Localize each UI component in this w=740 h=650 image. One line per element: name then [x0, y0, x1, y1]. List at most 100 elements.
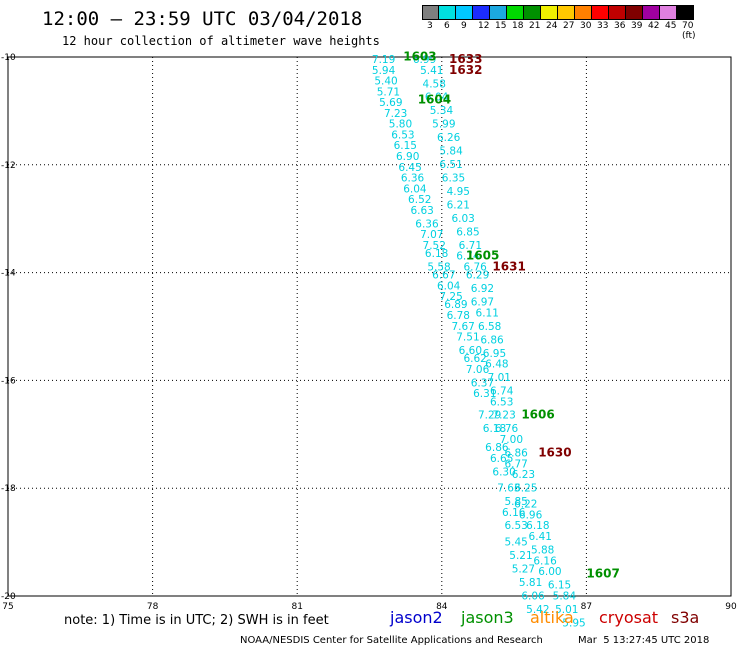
wave-height-point: 6.63	[410, 205, 433, 217]
wave-height-point: 6.95	[483, 348, 506, 360]
legend-label: 6	[444, 21, 450, 31]
y-tick-label: -12	[1, 161, 16, 171]
wave-height-point: 6.15	[548, 580, 571, 592]
wave-height-point: 5.80	[389, 119, 412, 131]
pass-time-label: 1603	[403, 49, 436, 63]
wave-height-point: 6.26	[437, 132, 461, 144]
chart-title: 12:00 – 23:59 UTC 03/04/2018	[42, 8, 363, 30]
wave-height-point: 7.19	[372, 54, 395, 66]
mission-jason2: jason2	[390, 608, 443, 627]
wave-height-point: 6.04	[437, 280, 461, 292]
legend-label: 15	[495, 21, 507, 31]
wave-height-point: 6.16	[502, 507, 526, 519]
wave-height-point: 6.35	[442, 173, 465, 185]
wave-height-point: 4.58	[423, 78, 446, 90]
wave-height-point: 6.97	[471, 297, 494, 309]
wave-height-point: 6.53	[490, 396, 513, 408]
wave-height-point: 7.25	[439, 291, 462, 303]
wave-height-point: 7.29	[478, 410, 501, 422]
wave-height-point: 5.81	[519, 577, 542, 589]
chart-subtitle: 12 hour collection of altimeter wave hei…	[62, 34, 380, 48]
wave-height-point: 5.84	[553, 590, 577, 602]
wave-height-point: 6.18	[425, 248, 448, 260]
wave-height-point: 6.67	[432, 270, 455, 282]
wave-height-point: 5.01	[555, 604, 578, 616]
legend-swatch	[473, 5, 490, 20]
legend-swatch	[558, 5, 575, 20]
x-tick-label: 78	[147, 602, 159, 612]
legend-label: 36	[614, 21, 626, 31]
wave-height-point: 6.74	[490, 385, 514, 397]
wave-height-point: 6.36	[415, 218, 439, 230]
wave-height-point: 6.15	[394, 140, 417, 152]
legend-label: 39	[631, 21, 643, 31]
wave-height-point: 6.53	[504, 520, 527, 532]
wave-height-point: 6.86	[504, 447, 528, 459]
y-tick-label: -18	[1, 484, 16, 494]
generated-timestamp: Mar 5 13:27:45 UTC 2018	[578, 635, 710, 646]
wave-height-point: 5.40	[374, 76, 397, 88]
legend-label: 33	[597, 21, 609, 31]
pass-time-label: 1605	[466, 249, 499, 263]
y-tick-label: -10	[1, 53, 16, 63]
pass-time-label: 1607	[586, 567, 619, 581]
x-tick-label: 90	[725, 602, 737, 612]
wave-height-point: 6.03	[451, 213, 474, 225]
wave-height-point: 6.71	[459, 240, 482, 252]
wave-height-point: 5.27	[512, 563, 535, 575]
wave-height-point: 6.18	[526, 520, 549, 532]
y-tick-label: -14	[1, 269, 16, 279]
wave-height-point: 5.94	[372, 65, 396, 77]
wave-height-point: 6.96	[519, 509, 543, 521]
wave-height-point: 4.95	[447, 186, 470, 198]
wave-height-point: 6.76	[495, 423, 519, 435]
color-scale-legend	[422, 5, 694, 20]
wave-height-point: 6.86	[485, 442, 509, 454]
x-tick-label: 75	[2, 602, 13, 612]
wave-height-point: 6.41	[529, 531, 552, 543]
wave-height-point: 7.51	[456, 332, 479, 344]
legend-label: 3	[427, 21, 433, 31]
legend-label: 45	[665, 21, 677, 31]
wave-height-point: 5.58	[427, 262, 450, 274]
wave-height-point: 6.04	[403, 183, 427, 195]
legend-swatch	[643, 5, 660, 20]
wave-height-point: 6.11	[476, 307, 499, 319]
wave-height-point: 6.37	[471, 377, 494, 389]
credit-line: NOAA/NESDIS Center for Satellite Applica…	[240, 635, 543, 646]
wave-height-point: 7.23	[384, 108, 407, 120]
wave-height-point: 6.30	[492, 466, 515, 478]
wave-height-point: 5.45	[504, 536, 527, 548]
wave-height-point: 7.63	[497, 483, 520, 495]
wave-height-point: 5.84	[439, 146, 463, 158]
wave-height-point: 5.41	[420, 65, 443, 77]
wave-height-point: 5.71	[377, 86, 400, 98]
x-tick-label: 84	[436, 602, 448, 612]
legend-swatch	[490, 5, 507, 20]
mission-s3a: s3a	[671, 608, 700, 627]
legend-swatch	[422, 5, 439, 20]
legend-swatch	[439, 5, 456, 20]
wave-height-point: 6.76	[463, 262, 487, 274]
legend-label: 21	[529, 21, 541, 31]
legend-swatch	[507, 5, 524, 20]
wave-height-point: 6.92	[471, 283, 494, 295]
mission-cryosat: cryosat	[599, 608, 659, 627]
plot-frame	[7, 56, 732, 597]
x-tick-label: 87	[581, 602, 592, 612]
wave-height-point: 5.21	[509, 550, 532, 562]
legend-swatch	[592, 5, 609, 20]
wave-height-point: 6.89	[444, 299, 467, 311]
wave-height-point: 7.52	[423, 240, 446, 252]
wave-height-point: 6.51	[439, 159, 462, 171]
wave-height-point: 6.52	[408, 194, 431, 206]
wave-height-point: 6.23	[512, 469, 535, 481]
wave-height-point: 6.53	[391, 129, 414, 141]
wave-height-point: 6.60	[459, 345, 482, 357]
wave-height-point: 6.62	[463, 353, 486, 365]
wave-height-point: 6.00	[538, 566, 561, 578]
wave-height-point: 6.85	[456, 226, 479, 238]
wave-height-point: 5.99	[432, 119, 455, 131]
wave-height-point: 7.07	[420, 229, 443, 241]
wave-height-point: 7.01	[488, 372, 511, 384]
